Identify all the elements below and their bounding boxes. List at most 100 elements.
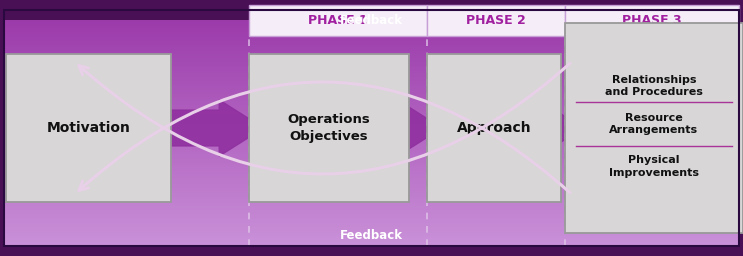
Bar: [4, 135, 739, 137]
FancyArrowPatch shape: [79, 82, 570, 193]
Bar: [4, 188, 739, 189]
Bar: [4, 45, 739, 47]
Bar: [4, 238, 739, 240]
Bar: [4, 201, 739, 202]
Bar: [4, 233, 739, 234]
Bar: [4, 197, 739, 199]
Bar: [4, 56, 739, 58]
Bar: [4, 171, 739, 173]
Bar: [4, 150, 739, 152]
Bar: [4, 202, 739, 205]
Bar: [4, 221, 739, 223]
Text: Relationships
and Procedures: Relationships and Procedures: [605, 74, 703, 97]
Bar: [4, 225, 739, 227]
Bar: [4, 205, 739, 206]
Bar: [4, 216, 739, 218]
Bar: [4, 206, 739, 208]
Bar: [4, 189, 739, 191]
Bar: [4, 105, 739, 107]
Bar: [4, 81, 739, 82]
FancyBboxPatch shape: [427, 54, 561, 202]
Bar: [4, 62, 739, 64]
Bar: [4, 30, 739, 32]
Bar: [4, 73, 739, 75]
Bar: [4, 88, 739, 90]
Bar: [4, 229, 739, 231]
Bar: [4, 122, 739, 124]
Bar: [4, 156, 739, 157]
Bar: [4, 120, 739, 122]
Bar: [4, 84, 739, 86]
Text: Operations
Objectives: Operations Objectives: [288, 113, 370, 143]
FancyBboxPatch shape: [249, 5, 427, 36]
Bar: [4, 22, 739, 24]
Bar: [4, 37, 739, 39]
Text: Physical
Improvements: Physical Improvements: [609, 155, 699, 178]
Bar: [4, 75, 739, 77]
Bar: [4, 143, 739, 144]
Bar: [4, 71, 739, 73]
Bar: [4, 114, 739, 116]
Bar: [4, 101, 739, 103]
Bar: [4, 69, 739, 71]
Bar: [4, 191, 739, 193]
Text: Feedback: Feedback: [340, 229, 403, 242]
Bar: [4, 240, 739, 242]
Bar: [4, 146, 739, 148]
Bar: [4, 184, 739, 186]
Bar: [4, 193, 739, 195]
Bar: [4, 47, 739, 49]
Bar: [4, 124, 739, 126]
Bar: [4, 165, 739, 167]
Bar: [4, 92, 739, 94]
Bar: [4, 234, 739, 236]
Text: Motivation: Motivation: [47, 121, 130, 135]
Text: Resource
Arrangements: Resource Arrangements: [609, 113, 698, 135]
Bar: [4, 174, 739, 176]
Bar: [4, 66, 739, 67]
Bar: [4, 64, 739, 66]
Bar: [4, 163, 739, 165]
FancyBboxPatch shape: [565, 23, 743, 233]
Bar: [4, 20, 739, 22]
Bar: [4, 236, 739, 238]
Bar: [4, 157, 739, 159]
Bar: [4, 111, 739, 112]
Bar: [4, 77, 739, 79]
Bar: [4, 223, 739, 225]
Text: PHASE 2: PHASE 2: [466, 14, 526, 27]
Bar: [4, 60, 739, 62]
Bar: [4, 148, 739, 150]
Bar: [4, 159, 739, 161]
Bar: [4, 161, 739, 163]
Bar: [4, 227, 739, 229]
Bar: [4, 95, 739, 98]
Bar: [4, 99, 739, 101]
Bar: [4, 67, 739, 69]
Bar: [4, 218, 739, 219]
Bar: [4, 127, 739, 129]
Text: PHASE 1: PHASE 1: [308, 14, 368, 27]
Polygon shape: [398, 100, 442, 156]
Bar: [4, 94, 739, 95]
Bar: [4, 176, 739, 178]
Bar: [4, 39, 739, 41]
Bar: [4, 129, 739, 131]
Text: Feedback: Feedback: [340, 14, 403, 27]
Bar: [4, 126, 739, 127]
Bar: [4, 169, 739, 171]
Bar: [4, 112, 739, 114]
Bar: [4, 54, 739, 56]
Text: PHASE 3: PHASE 3: [622, 14, 682, 27]
Bar: [4, 41, 739, 43]
Text: Approach: Approach: [457, 121, 531, 135]
Bar: [4, 244, 739, 246]
Bar: [4, 82, 739, 84]
Bar: [4, 182, 739, 184]
Bar: [4, 180, 739, 182]
Bar: [4, 167, 739, 169]
Bar: [4, 173, 739, 174]
Bar: [4, 231, 739, 233]
Bar: [4, 109, 739, 111]
Polygon shape: [539, 100, 583, 156]
